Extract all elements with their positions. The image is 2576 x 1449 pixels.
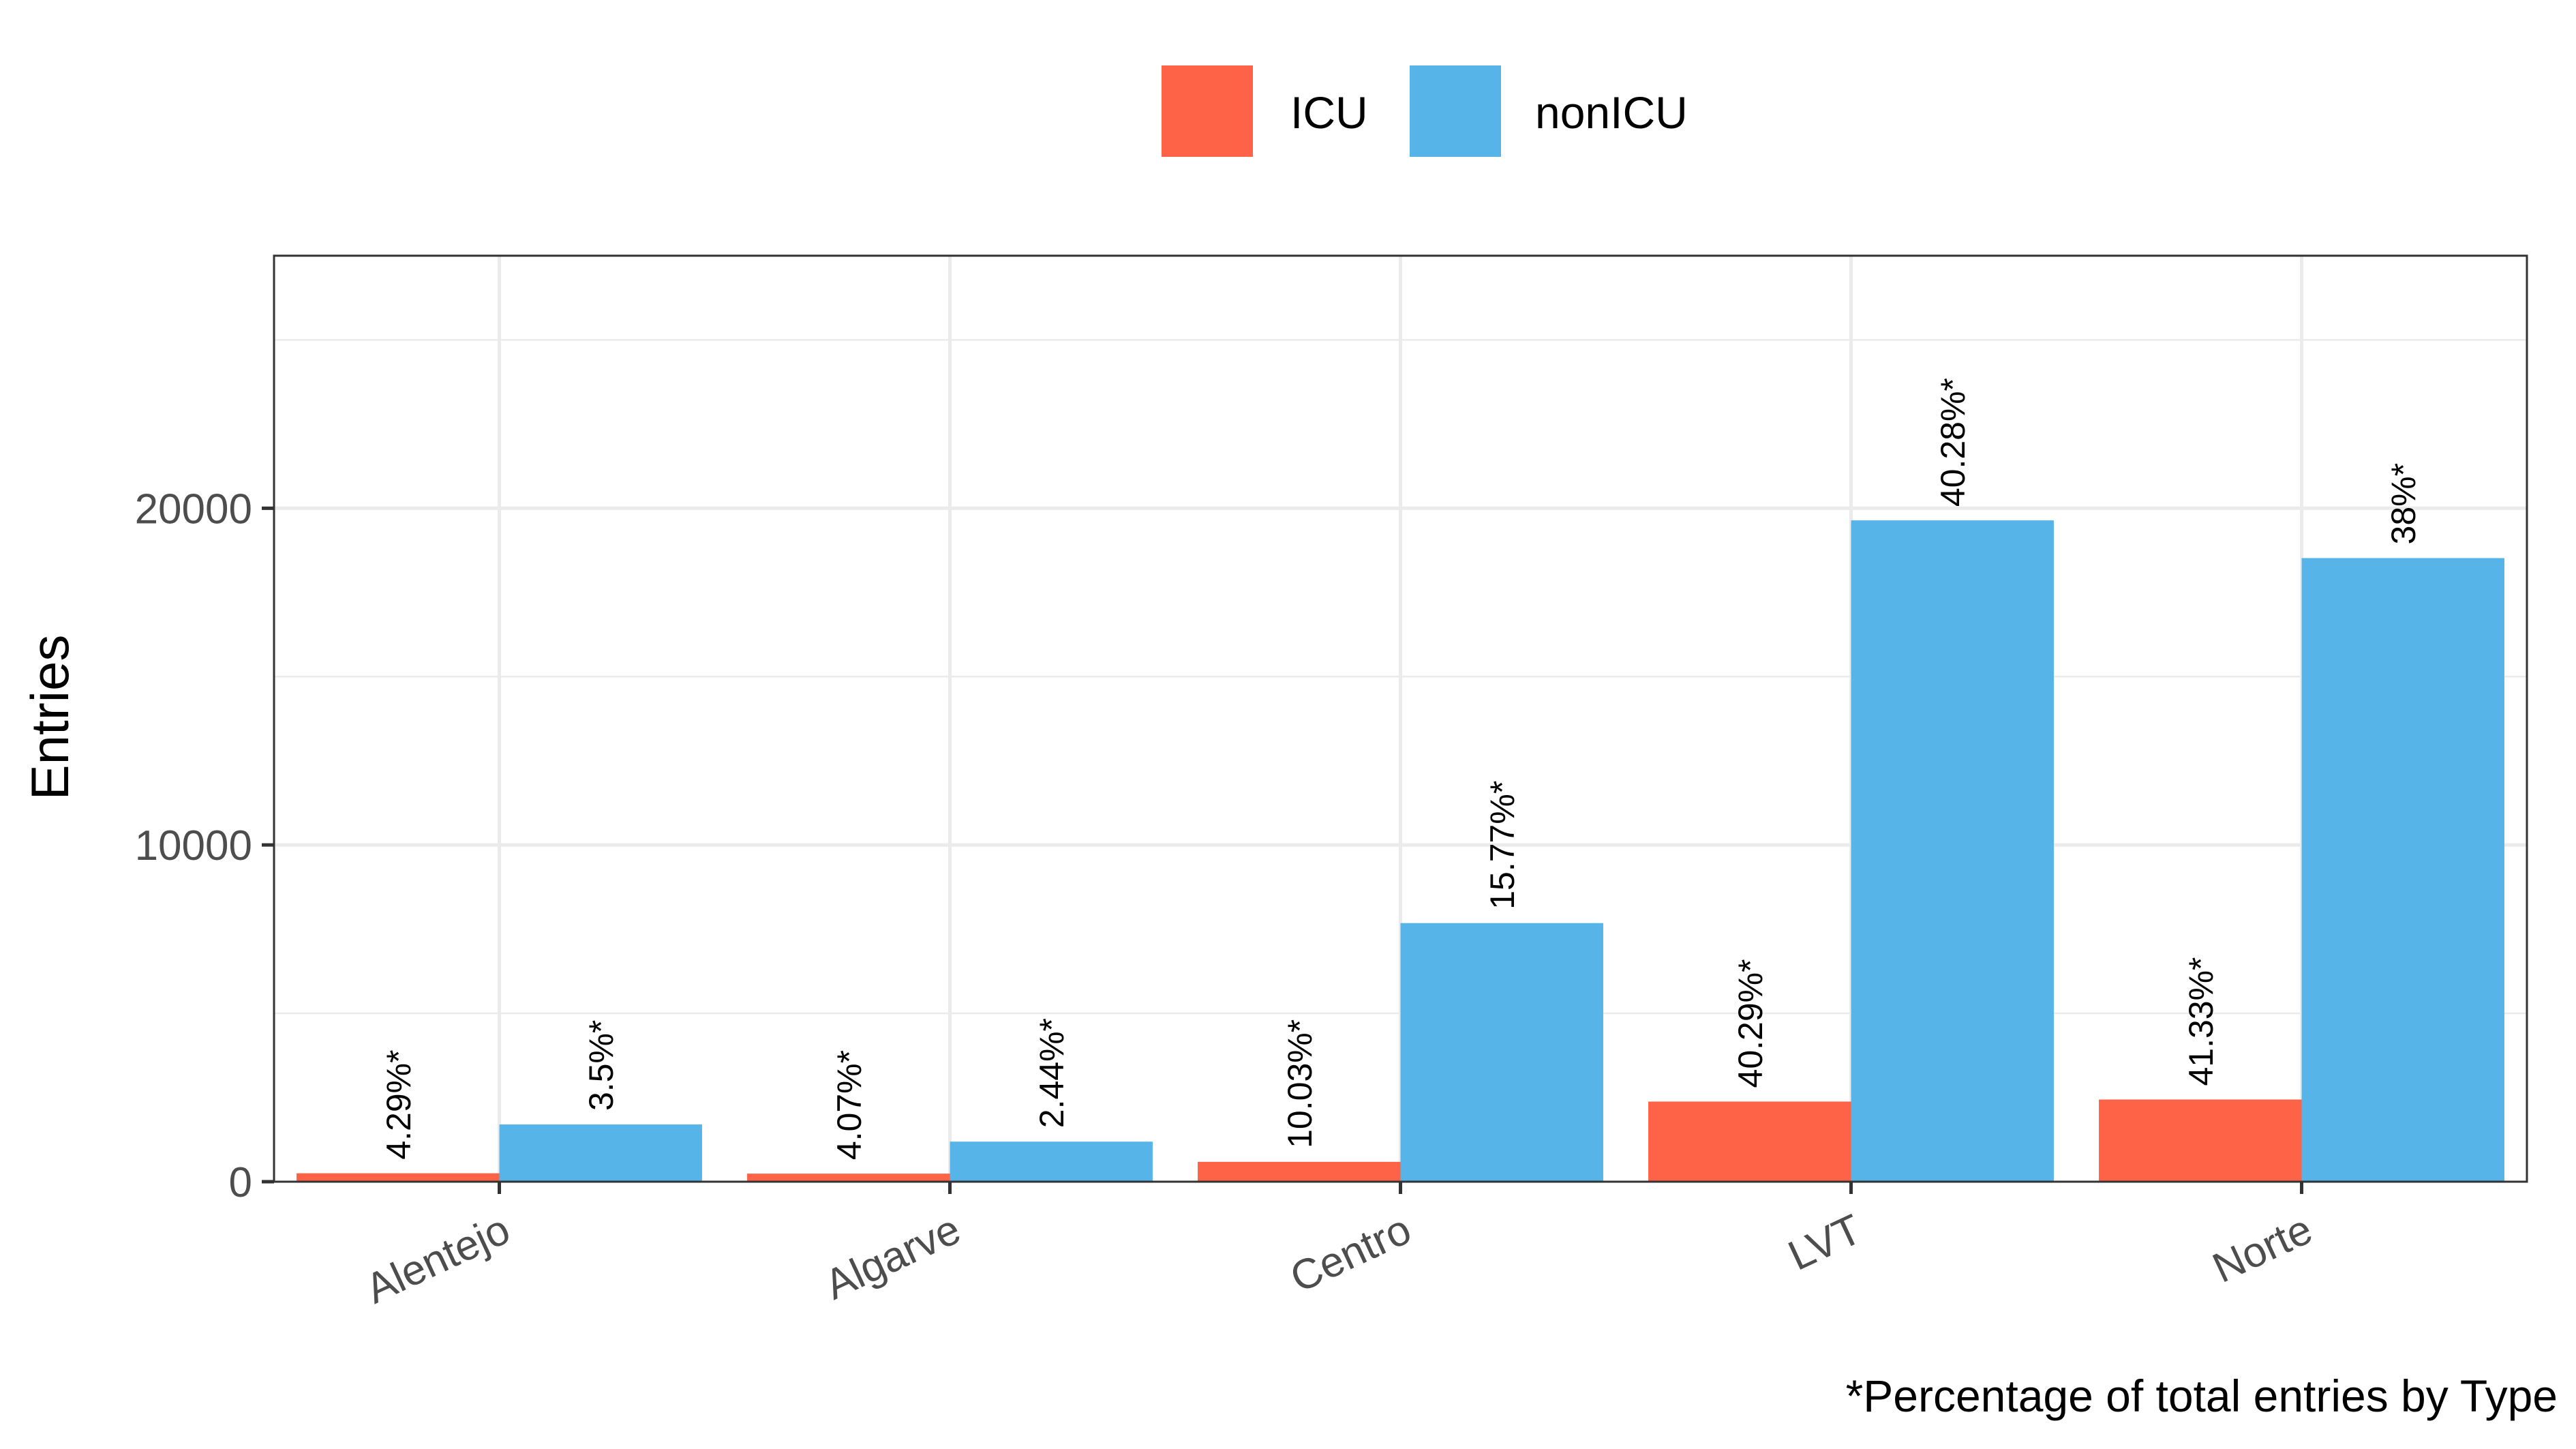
bar-labels: 4.29%* 4.07%* 10.03%* 40.29%* 41.33%* 3.5%* 2.… — [380, 378, 2423, 1160]
y-tick-label: 0 — [229, 1159, 252, 1206]
bar-nonicu-centro — [1400, 923, 1603, 1182]
y-tick-label: 10000 — [135, 822, 252, 869]
bar-nonicu-algarve — [950, 1141, 1153, 1182]
data-label: 3.5%* — [582, 1020, 620, 1111]
x-tick-label: Alentejo — [359, 1206, 517, 1313]
legend-key-icu — [1162, 65, 1253, 157]
bar-nonicu-alentejo — [499, 1124, 702, 1182]
legend-key-nonicu — [1410, 65, 1501, 157]
y-tick-label: 20000 — [135, 486, 252, 533]
bar-icu-alentejo — [297, 1173, 500, 1182]
x-tick-label: Norte — [2206, 1206, 2320, 1292]
data-label: 41.33%* — [2182, 957, 2220, 1086]
x-tick-label: Algarve — [818, 1206, 968, 1309]
data-label: 10.03%* — [1281, 1019, 1319, 1148]
data-label: 4.29%* — [380, 1049, 418, 1159]
data-label: 38%* — [2384, 463, 2423, 545]
x-axis: Alentejo Algarve Centro LVT Norte — [359, 1182, 2319, 1313]
data-label: 15.77%* — [1483, 781, 1521, 910]
x-tick-label: LVT — [1781, 1206, 1868, 1280]
data-label: 2.44%* — [1033, 1018, 1071, 1128]
bar-nonicu-lvt — [1851, 520, 2054, 1182]
y-axis-title: Entries — [20, 635, 80, 801]
legend: ICU nonICU — [1162, 65, 1688, 157]
bar-nonicu-norte — [2301, 558, 2504, 1182]
bar-icu-lvt — [1648, 1101, 1851, 1182]
bar-icu-centro — [1198, 1161, 1401, 1182]
bar-icu-norte — [2099, 1099, 2302, 1182]
x-tick-label: Centro — [1284, 1206, 1419, 1302]
data-label: 40.28%* — [1934, 378, 1972, 507]
bar-icu-algarve — [747, 1174, 950, 1182]
data-label: 40.29%* — [1731, 959, 1770, 1088]
data-label: 4.07%* — [830, 1050, 868, 1160]
chart-caption: *Percentage of total entries by Type — [1846, 1371, 2558, 1421]
legend-label: ICU — [1290, 87, 1368, 138]
legend-label: nonICU — [1535, 87, 1688, 138]
y-axis: 0 10000 20000 — [135, 486, 274, 1206]
bars — [297, 520, 2504, 1182]
